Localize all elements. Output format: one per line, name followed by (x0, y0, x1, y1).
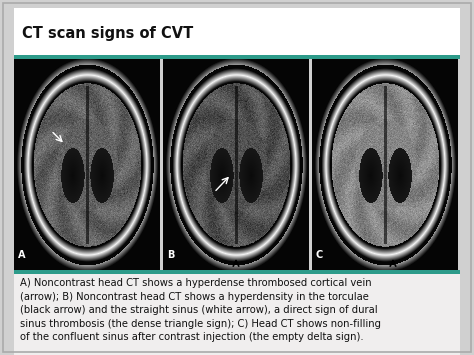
Text: A: A (18, 250, 26, 260)
Bar (14, 274, 460, 355)
Text: C: C (316, 250, 323, 260)
Bar (14, 270, 460, 274)
Bar (14, 8, 460, 55)
Text: A) Noncontrast head CT shows a hyperdense thrombosed cortical vein
(arrow); B) N: A) Noncontrast head CT shows a hyperdens… (20, 278, 381, 343)
Bar (14, 55, 460, 59)
Text: CT scan signs of CVT: CT scan signs of CVT (22, 26, 193, 41)
Text: B: B (167, 250, 174, 260)
